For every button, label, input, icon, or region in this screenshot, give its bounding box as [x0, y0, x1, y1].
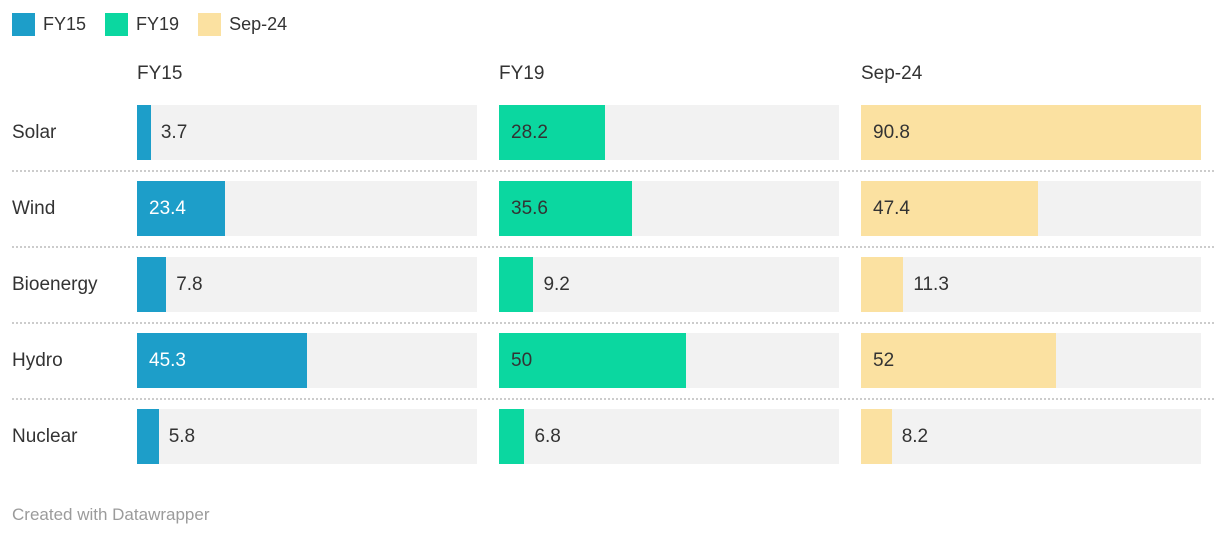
- bar: [861, 333, 1056, 388]
- bar-value-label: 23.4: [149, 197, 186, 219]
- legend-item-fy15: FY15: [12, 13, 86, 36]
- row-label: Nuclear: [12, 425, 78, 447]
- bar-value-label: 3.7: [160, 121, 188, 143]
- row-hydro: Hydro 45.3 50 52: [12, 333, 1214, 388]
- row-solar: Solar 3.7 28.2 90.8: [12, 105, 1214, 160]
- legend-swatch-sep24: [198, 13, 222, 36]
- row-label: Hydro: [12, 349, 63, 371]
- column-headers: FY15 FY19 Sep-24: [12, 63, 1214, 84]
- bar-cell: 7.8: [137, 257, 477, 312]
- bar-value-label: 45.3: [149, 349, 186, 371]
- bar-value-label: 5.8: [168, 425, 196, 447]
- bar-chart: FY15 FY19 Sep-24 FY15 FY19 Sep-24 Solar …: [12, 0, 1214, 464]
- row-label: Solar: [12, 121, 57, 143]
- legend-swatch-fy19: [105, 13, 129, 36]
- bar-cell: 23.4: [137, 181, 477, 236]
- row-separator: [12, 398, 1214, 400]
- row-bioenergy: Bioenergy 7.8 9.2 11.3: [12, 257, 1214, 312]
- bar: [861, 181, 1039, 236]
- bar: [499, 257, 534, 312]
- row-separator: [12, 246, 1214, 248]
- bar: [499, 181, 633, 236]
- bar: [137, 257, 167, 312]
- bar-cell: 8.2: [861, 409, 1201, 464]
- bar-cell: 5.8: [137, 409, 477, 464]
- bar-value-label: 9.2: [543, 273, 570, 295]
- bar-value-label: 11.3: [913, 273, 949, 295]
- bar-cell: 90.8: [861, 105, 1201, 160]
- bar-value-label: 90.8: [873, 121, 910, 143]
- bar-cell: 9.2: [499, 257, 839, 312]
- row-separator: [12, 322, 1214, 324]
- bar-value-label: 28.2: [511, 121, 548, 143]
- bar: [137, 105, 151, 160]
- chart-rows: Solar 3.7 28.2 90.8 Wind 23.4: [12, 105, 1214, 464]
- column-header-sep24: Sep-24: [861, 63, 923, 84]
- bar-cell: 28.2: [499, 105, 839, 160]
- bar: [861, 409, 892, 464]
- header-spacer: [12, 63, 137, 84]
- bar-value-label: 7.8: [176, 273, 203, 295]
- bar: [137, 409, 159, 464]
- bar: [137, 333, 307, 388]
- legend-label: FY15: [43, 14, 87, 34]
- column-header-fy19: FY19: [499, 63, 545, 84]
- bar-value-label: 50: [511, 349, 533, 371]
- legend-label: Sep-24: [229, 14, 288, 34]
- legend-item-sep24: Sep-24: [198, 13, 287, 36]
- row-label: Wind: [12, 197, 56, 219]
- bar-cell: 3.7: [137, 105, 477, 160]
- bar-value-label: 6.8: [534, 425, 561, 447]
- bar: [499, 409, 525, 464]
- legend-item-fy19: FY19: [105, 13, 179, 36]
- legend: FY15 FY19 Sep-24: [12, 0, 1214, 36]
- bar-value-label: 35.6: [511, 197, 548, 219]
- bar: [861, 105, 1201, 160]
- datawrapper-credit: Created with Datawrapper: [12, 505, 210, 524]
- bar-cell: 45.3: [137, 333, 477, 388]
- bar-cell: 11.3: [861, 257, 1201, 312]
- bar-cell: 52: [861, 333, 1201, 388]
- row-separator: [12, 170, 1214, 172]
- bar: [499, 105, 605, 160]
- bar-cell: 47.4: [861, 181, 1201, 236]
- row-nuclear: Nuclear 5.8 6.8 8.2: [12, 409, 1214, 464]
- bar-value-label: 52: [873, 349, 895, 371]
- bar-cell: 50: [499, 333, 839, 388]
- row-label: Bioenergy: [12, 273, 98, 295]
- bar: [861, 257, 904, 312]
- bar-value-label: 47.4: [873, 197, 910, 219]
- bar-cell: 6.8: [499, 409, 839, 464]
- bar-cell: 35.6: [499, 181, 839, 236]
- column-header-fy15: FY15: [137, 63, 183, 84]
- bar-value-label: 8.2: [901, 425, 929, 447]
- bar: [137, 181, 225, 236]
- row-wind: Wind 23.4 35.6 47.4: [12, 181, 1214, 236]
- legend-label: FY19: [136, 14, 180, 34]
- legend-swatch-fy15: [12, 13, 35, 36]
- bar: [499, 333, 687, 388]
